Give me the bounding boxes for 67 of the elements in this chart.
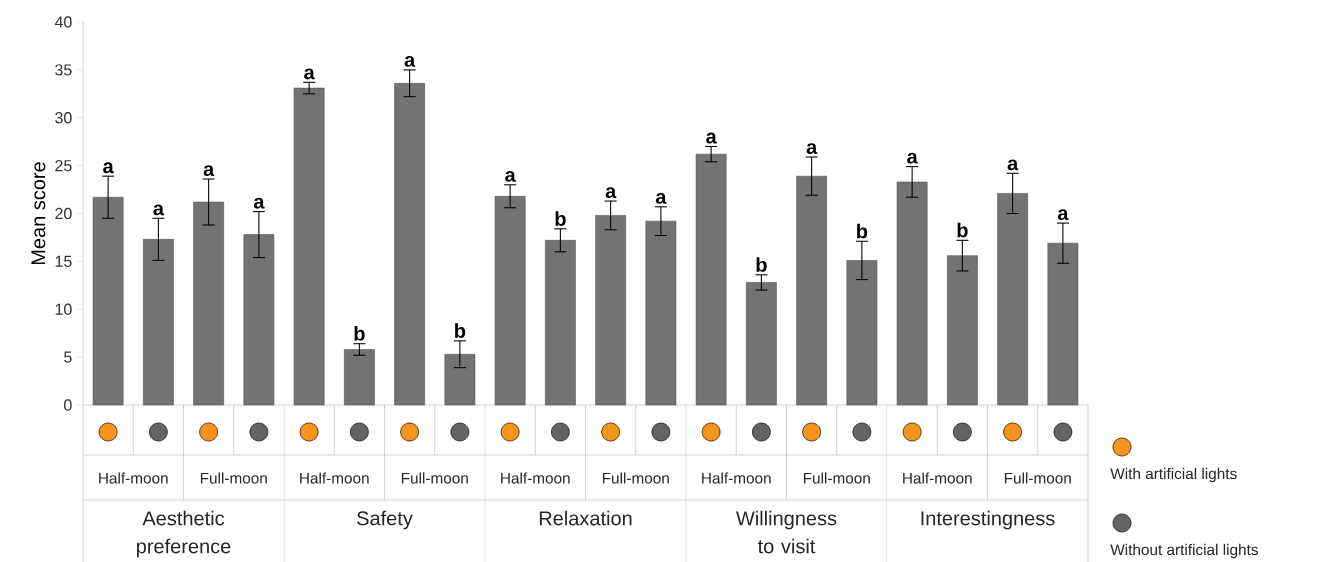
data-label: a	[304, 68, 315, 80]
bar	[947, 255, 978, 406]
text: With artificial lights	[1110, 467, 1237, 483]
y-tick-label: 20	[55, 207, 72, 220]
data-label: a	[253, 197, 265, 209]
text: Without artificial lights	[1110, 543, 1258, 559]
data-label: a	[404, 56, 416, 67]
data-label: a	[1007, 159, 1019, 171]
bar	[444, 353, 476, 406]
bar	[494, 196, 526, 406]
bar	[193, 201, 224, 406]
data-label: a	[1057, 209, 1069, 221]
bar	[997, 193, 1028, 406]
bar	[143, 239, 174, 406]
data-label: a	[203, 165, 215, 177]
text: Full-moon	[200, 472, 267, 484]
y-tick-label: 25	[55, 159, 72, 172]
text: Half-moon	[501, 472, 570, 484]
data-label: a	[907, 152, 918, 164]
y-tick-label: 35	[55, 64, 72, 76]
data-label: a	[605, 187, 617, 199]
bar	[1047, 242, 1079, 406]
y-tick-label: 5	[64, 351, 72, 363]
data-label: b	[957, 222, 968, 238]
bar	[645, 220, 677, 406]
text: Interestingness	[921, 510, 1055, 530]
y-tick-label: 40	[54, 16, 72, 28]
text: Relaxation	[539, 510, 632, 526]
y-tick-label: 15	[55, 255, 72, 267]
text: Full-moon	[401, 472, 468, 484]
data-label: b	[455, 323, 466, 338]
data-label: a	[103, 162, 114, 174]
bar	[243, 234, 275, 406]
bar	[92, 196, 124, 406]
text: Half-moon	[300, 472, 369, 484]
bar	[896, 181, 928, 406]
data-label: a	[505, 170, 516, 182]
data-label: b	[857, 223, 868, 239]
bar	[394, 83, 425, 406]
bar	[293, 87, 325, 406]
data-label: a	[806, 143, 818, 155]
text: Half-moon	[903, 472, 972, 484]
data-label: b	[555, 211, 566, 226]
bar	[796, 175, 827, 406]
bar	[746, 282, 777, 406]
text: Full-moon	[1004, 472, 1071, 484]
bar	[545, 240, 576, 406]
data-label: b	[354, 326, 365, 341]
text: Full-moon	[803, 472, 870, 484]
bar	[595, 215, 626, 406]
text: Aesthetic preference	[137, 510, 231, 558]
bar	[846, 260, 878, 406]
bar	[695, 153, 727, 406]
data-label: b	[756, 257, 767, 272]
text: Half-moon	[702, 472, 771, 484]
y-tick-label: 30	[55, 112, 72, 124]
y-axis-title: Mean score	[31, 162, 46, 265]
text: Willingness to visit	[736, 510, 837, 554]
text: Half-moon	[99, 472, 168, 484]
text: Safety	[357, 510, 413, 530]
text: Full-moon	[602, 472, 669, 484]
bar	[344, 349, 375, 406]
data-label: a	[706, 132, 717, 144]
y-tick-label: 10	[55, 303, 72, 315]
y-tick-label: 0	[64, 399, 72, 411]
data-label: a	[655, 192, 667, 204]
data-label: a	[153, 204, 165, 216]
